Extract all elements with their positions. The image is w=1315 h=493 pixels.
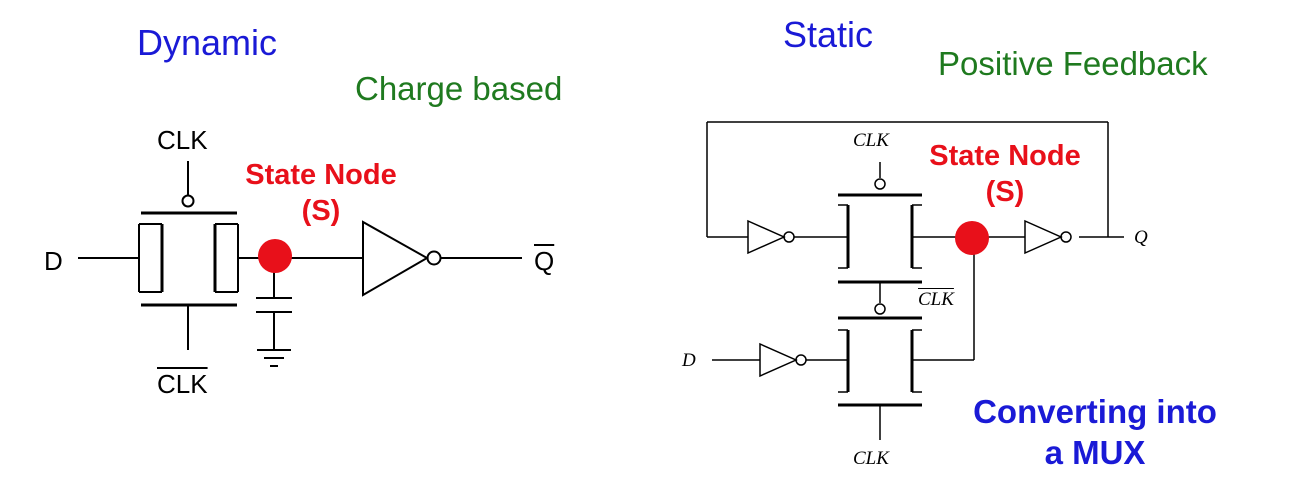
static-title: Static: [783, 14, 874, 55]
dynamic-latch-circuit: [78, 161, 522, 367]
static-q-label: Q: [1134, 227, 1148, 248]
static-clk-bottom-label: CLK: [853, 448, 889, 469]
static-state-node-dot: [955, 221, 989, 255]
static-state-node-line2: (S): [985, 176, 1025, 209]
dynamic-pmos-bubble: [181, 194, 195, 208]
static-subtitle: Positive Feedback: [938, 45, 1208, 82]
static-mux-note: Converting into a MUX: [945, 391, 1245, 474]
static-clk-bar-label: CLK: [918, 289, 954, 310]
dynamic-state-node-label: State Node (S): [221, 157, 421, 230]
static-mux-note-line1: Converting into: [973, 393, 1217, 430]
dynamic-subtitle: Charge based: [355, 70, 563, 107]
dynamic-clk-top-label: CLK: [157, 125, 208, 155]
dynamic-d-label: D: [44, 246, 63, 276]
static-state-node-line1: State Node: [929, 140, 1081, 172]
dynamic-state-node-line1: State Node: [245, 159, 397, 191]
static-state-node-label: State Node (S): [905, 138, 1105, 211]
dynamic-inverter: [362, 220, 430, 297]
dynamic-state-node-dot: [258, 239, 292, 273]
static-clk-top-label: CLK: [853, 130, 889, 151]
static-latch-circuit: [706, 121, 1124, 440]
dynamic-clk-bottom-label: CLK: [157, 369, 208, 399]
static-d-label: D: [682, 350, 696, 371]
dynamic-state-node-line2: (S): [301, 195, 341, 228]
static-feedback-inverter: [747, 219, 786, 255]
static-mux-note-line2: a MUX: [1044, 434, 1146, 472]
dynamic-title: Dynamic: [137, 22, 278, 63]
dynamic-q-bar-label: Q: [534, 246, 555, 276]
static-output-inverter: [1024, 219, 1063, 255]
static-input-inverter: [759, 342, 798, 378]
